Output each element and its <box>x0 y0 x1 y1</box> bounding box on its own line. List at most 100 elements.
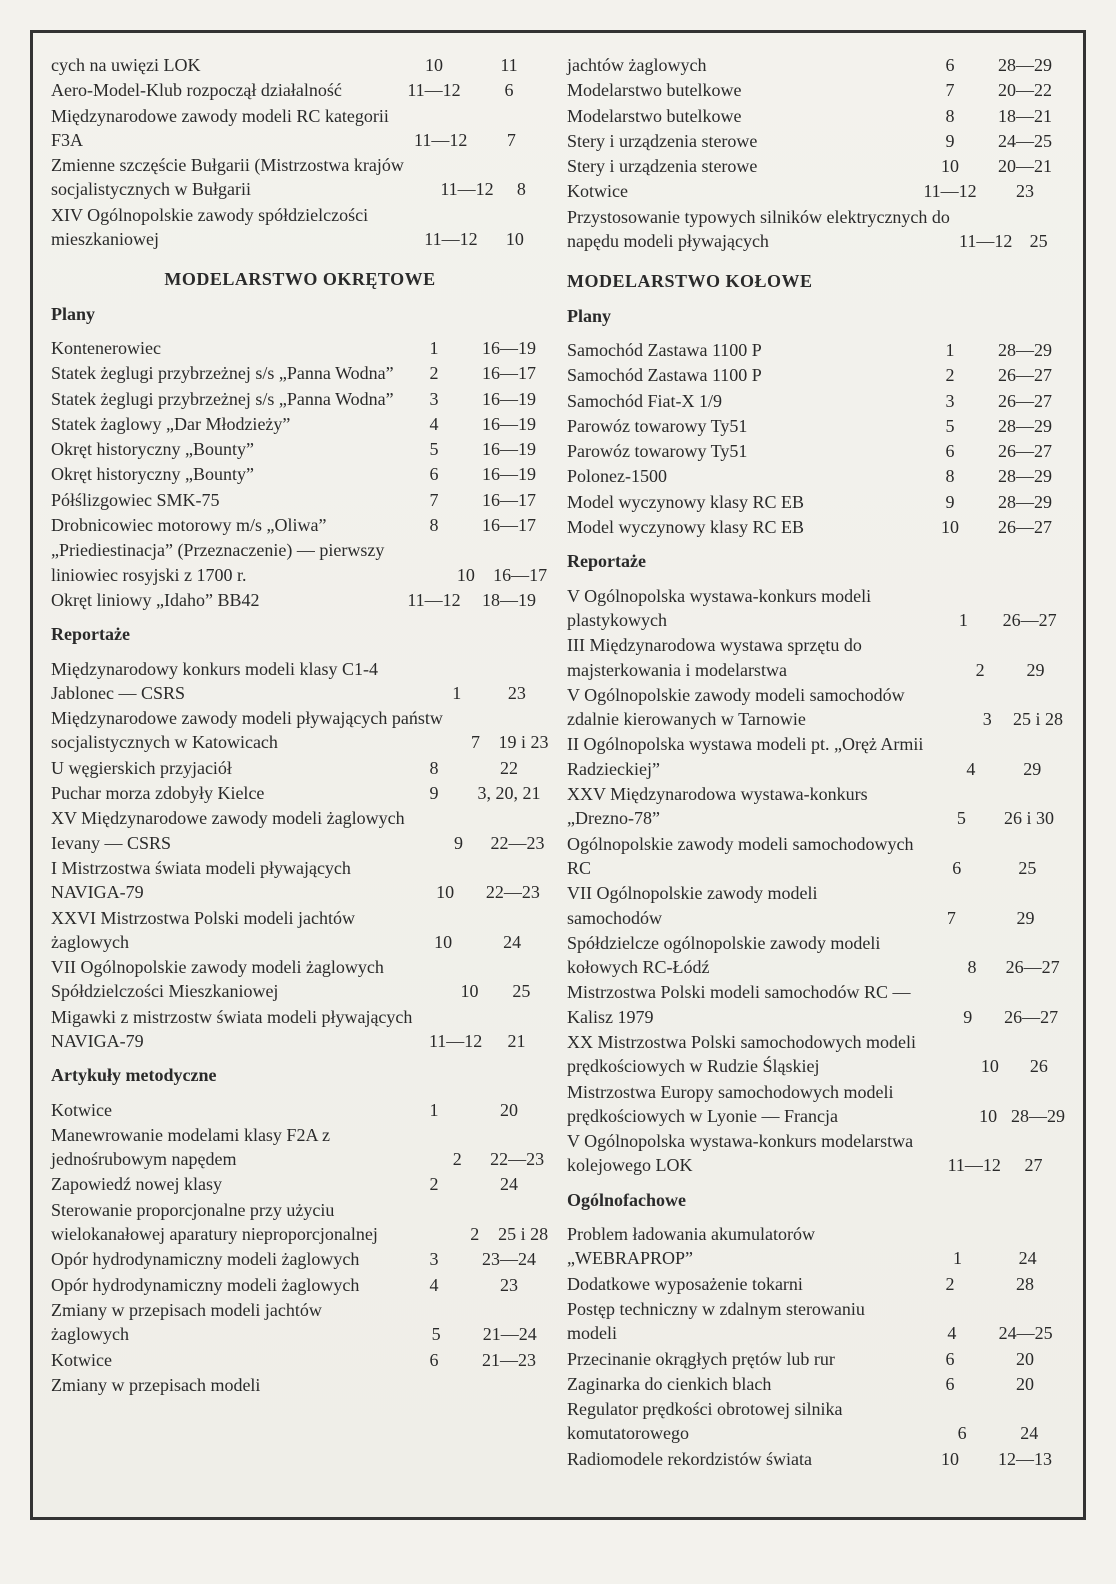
index-row-col2: 25 <box>1012 229 1065 253</box>
index-row-col1: 1 <box>915 338 985 362</box>
index-row-label: Statek żeglugi przybrzeżnej s/s „Panna W… <box>51 361 399 385</box>
index-row-label: Aero-Model-Klub rozpoczął działalność <box>51 78 399 102</box>
index-row-label: Mistrzostwa Polski modeli samochodów RC … <box>567 980 938 1029</box>
section-title-kolowe: MODELARSTWO KOŁOWE <box>567 269 1065 293</box>
index-row-col1: 7 <box>917 906 986 930</box>
index-row-col2: 26—27 <box>985 363 1065 387</box>
index-row-col1: 6 <box>399 1348 469 1372</box>
index-row: Kotwice120 <box>51 1098 549 1122</box>
index-row: Kotwice621—23 <box>51 1348 549 1372</box>
right-top-list: jachtów żaglowych628—29Modelarstwo butel… <box>567 53 1065 253</box>
index-row: III Międzynarodowa wystawa sprzętu do ma… <box>567 633 1065 682</box>
index-row: Zmiany w przepisach modeli jachtów żaglo… <box>51 1298 549 1347</box>
index-row-label: VII Ogólnopolskie zawody modeli samochod… <box>567 881 917 930</box>
index-row-col1: 10 <box>411 930 475 954</box>
index-row-label: Zmienne szczęście Bułgarii (Mistrzostwa … <box>51 153 440 202</box>
index-row-col2: 26—27 <box>994 608 1065 632</box>
index-row-col2: 28—29 <box>985 464 1065 488</box>
index-row-col2: 8 <box>494 177 549 201</box>
index-row-label: XIV Ogólnopolskie zawody spółdzielczości… <box>51 203 421 252</box>
index-row-col2: 20 <box>985 1372 1065 1396</box>
index-row-col1: 11—12 <box>408 128 474 152</box>
index-row-col2: 16—19 <box>469 412 549 436</box>
index-row-col1: 1 <box>932 608 994 632</box>
left-top-list: cych na uwięzi LOK1011Aero-Model-Klub ro… <box>51 53 549 251</box>
index-row-col2: 19 i 23 <box>498 730 549 754</box>
index-row-label: Stery i urządzenia sterowe <box>567 129 915 153</box>
subhead-ogolno-right: Ogólnofachowe <box>567 1188 1065 1212</box>
index-row: XXVI Mistrzostwa Polski modeli jachtów ż… <box>51 906 549 955</box>
index-row-label: V Ogólnopolska wystawa-konkurs modeli pl… <box>567 584 932 633</box>
index-row: XXV Międzynarodowa wystawa-konkurs „Drez… <box>567 782 1065 831</box>
index-row-col2: 20—22 <box>985 78 1065 102</box>
index-row-col2: 22—23 <box>477 880 549 904</box>
right-column: jachtów żaglowych628—29Modelarstwo butel… <box>567 53 1065 1493</box>
index-row: Parowóz towarowy Ty51528—29 <box>567 414 1065 438</box>
index-row-col1: 11—12 <box>947 1153 1002 1177</box>
index-row-label: Puchar morza zdobyły Kielce <box>51 781 399 805</box>
index-row-label: Zmiany w przepisach modeli <box>51 1373 399 1397</box>
index-row-col2: 24—25 <box>985 129 1065 153</box>
index-row: Parowóz towarowy Ty51626—27 <box>567 439 1065 463</box>
index-row-label: V Ogólnopolskie zawody modeli samochodów… <box>567 683 964 732</box>
index-row: Drobnicowiec motorowy m/s „Oliwa”816—17 <box>51 513 549 537</box>
index-row: Przecinanie okrągłych prętów lub rur620 <box>567 1347 1065 1371</box>
index-row: Spółdzielcze ogólnopolskie zawody modeli… <box>567 931 1065 980</box>
subhead-plany-right: Plany <box>567 304 1065 328</box>
index-row-col2: 6 <box>469 78 549 102</box>
index-row-col1: 4 <box>918 1321 987 1345</box>
index-row-label: Spółdzielcze ogólnopolskie zawody modeli… <box>567 931 944 980</box>
index-row-col2: 26—27 <box>997 1005 1065 1029</box>
index-row-label: I Mistrzostwa świata modeli pływających … <box>51 856 414 905</box>
index-row-col2: 24 <box>469 1172 549 1196</box>
index-row-label: Dodatkowe wyposażenie tokarni <box>567 1272 915 1296</box>
index-row: Model wyczynowy klasy RC EB928—29 <box>567 490 1065 514</box>
index-row: Okręt liniowy „Idaho” BB4211—1218—19 <box>51 588 549 612</box>
index-row-col1: 6 <box>399 462 469 486</box>
index-row-col2: 16—17 <box>469 513 549 537</box>
index-row-col2: 22—23 <box>486 831 549 855</box>
index-row-label: Parowóz towarowy Ty51 <box>567 414 915 438</box>
index-row-label: Manewrowanie modelami klasy F2A z jednoś… <box>51 1123 429 1172</box>
index-row: Kontenerowiec116—19 <box>51 336 549 360</box>
left-plany-list: Kontenerowiec116—19Statek żeglugi przybr… <box>51 336 549 612</box>
index-row: Polonez-1500828—29 <box>567 464 1065 488</box>
left-column: cych na uwięzi LOK1011Aero-Model-Klub ro… <box>51 53 549 1493</box>
index-row: Statek żeglugi przybrzeżnej s/s „Panna W… <box>51 361 549 385</box>
index-row-col1: 11—12 <box>399 78 469 102</box>
index-row-label: Statek żeglugi przybrzeżnej s/s „Panna W… <box>51 387 399 411</box>
index-row: V Ogólnopolska wystawa-konkurs modeli pl… <box>567 584 1065 633</box>
index-row-col2: 28—29 <box>985 414 1065 438</box>
index-row-label: cych na uwięzi LOK <box>51 53 399 77</box>
index-row-col2: 16—17 <box>491 563 549 587</box>
index-row-label: Samochód Zastawa 1100 P <box>567 363 915 387</box>
index-row: Okręt historyczny „Bounty”516—19 <box>51 437 549 461</box>
index-row-col1: 5 <box>402 1322 471 1346</box>
index-row-col1: 5 <box>399 437 469 461</box>
page: cych na uwięzi LOK 10 1 1 Aero-Model-Klub ro… <box>0 0 1116 1584</box>
index-row: Regulator prędkości obrotowej silnika ko… <box>567 1397 1065 1446</box>
index-row-col2: 25 <box>990 856 1065 880</box>
index-row-label: Drobnicowiec motorowy m/s „Oliwa” <box>51 513 399 537</box>
index-row: Opór hydrodynamiczny modeli żaglowych323… <box>51 1247 549 1271</box>
index-row-col2: 26—27 <box>985 439 1065 463</box>
index-row: „Priediestinacja” (Przeznaczenie) — pier… <box>51 538 549 587</box>
index-row: V Ogólnopolska wystawa-konkurs modelarst… <box>567 1129 1065 1178</box>
index-row-col1: 3 <box>915 389 985 413</box>
index-row-col2: 22 <box>469 756 549 780</box>
index-row-col1: 10 <box>967 1054 1013 1078</box>
index-row-col1: 9 <box>938 1005 997 1029</box>
index-row: Kotwice11—1223 <box>567 179 1065 203</box>
index-row-col1: 3 <box>399 1247 469 1271</box>
index-row: II Ogólnopolska wystawa modeli pt. „Oręż… <box>567 732 1065 781</box>
index-row: Puchar morza zdobyły Kielce93, 20, 21 <box>51 781 549 805</box>
index-row-label: Okręt historyczny „Bounty” <box>51 437 399 461</box>
index-row-col2: 29 <box>986 906 1065 930</box>
index-row: Modelarstwo butelkowe720—22 <box>567 78 1065 102</box>
index-row: Migawki z mistrzostw świata modeli pływa… <box>51 1005 549 1054</box>
index-row-col1: 7 <box>453 730 498 754</box>
index-row-col1: 2 <box>452 1222 497 1246</box>
index-row-col1: 5 <box>915 414 985 438</box>
index-row: XIV Ogólnopolskie zawody spółdzielczości… <box>51 203 549 252</box>
index-row-col1: 5 <box>930 806 993 830</box>
